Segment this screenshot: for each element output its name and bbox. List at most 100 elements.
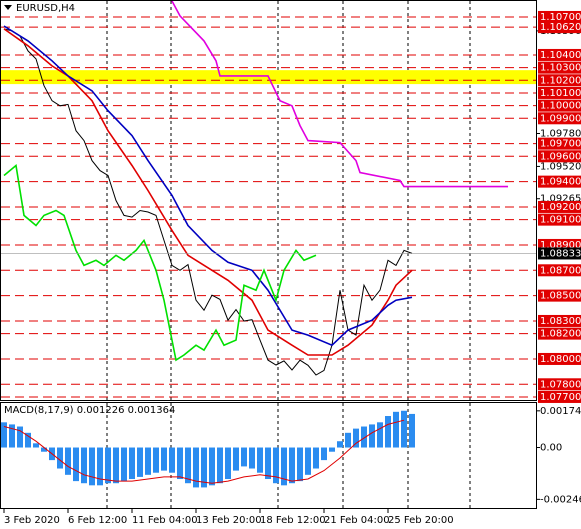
- level-box: [538, 21, 581, 34]
- price-line: [3, 25, 413, 347]
- histogram-bar: [401, 410, 407, 448]
- level-label: 1.08200: [540, 329, 581, 340]
- level-box: [538, 74, 581, 87]
- histogram-bar: [281, 447, 287, 486]
- level-label: 1.10200: [540, 75, 581, 86]
- histogram-bar: [201, 447, 207, 488]
- chart-title: EURUSD,H4: [16, 3, 75, 14]
- histogram-bar: [41, 447, 47, 452]
- y-tick-label: 1.09520: [540, 161, 581, 172]
- level-label: 1.09600: [540, 151, 581, 162]
- histogram-bar: [321, 447, 327, 461]
- level-box: [538, 213, 581, 226]
- x-tick-label: 21 Feb 04:00: [324, 515, 390, 526]
- level-box: [538, 378, 581, 391]
- level-label: 1.08500: [540, 291, 581, 302]
- histogram-bar: [289, 447, 295, 484]
- level-label: 1.09700: [540, 139, 581, 150]
- level-box: [538, 112, 581, 125]
- level-label: 1.08900: [540, 240, 581, 251]
- histogram-bar: [33, 443, 39, 448]
- histogram-bar: [337, 441, 343, 448]
- x-tick-label: 25 Feb 20:00: [388, 515, 454, 526]
- histogram-bar: [241, 447, 247, 467]
- x-tick-label: 13 Feb 20:00: [196, 515, 262, 526]
- histogram-bar: [297, 447, 303, 482]
- histogram-bar: [81, 447, 87, 484]
- last-price-box: [538, 247, 581, 260]
- histogram-bar: [273, 447, 279, 484]
- level-label: 1.09200: [540, 202, 581, 213]
- histogram-bar: [265, 447, 271, 480]
- histogram-bar: [17, 426, 23, 448]
- histogram-bar: [65, 447, 71, 475]
- histogram-bar: [249, 447, 255, 469]
- level-label: 1.09100: [540, 215, 581, 226]
- histogram-bar: [409, 413, 415, 448]
- histogram-bar: [121, 447, 127, 482]
- level-box: [538, 175, 581, 188]
- histogram-bar: [9, 424, 15, 448]
- histogram-bar: [97, 447, 103, 486]
- main-frame: [0, 0, 537, 401]
- level-label: 1.08000: [540, 354, 581, 365]
- histogram-bar: [145, 447, 151, 475]
- level-box: [538, 48, 581, 61]
- histogram-bar: [361, 426, 367, 448]
- histogram-bar: [225, 447, 231, 480]
- level-label: 1.10100: [540, 88, 581, 99]
- histogram-bar: [345, 432, 351, 448]
- histogram-bar: [105, 447, 111, 484]
- y-tick-label: -0.002468: [540, 494, 581, 505]
- level-label: 1.09900: [540, 113, 581, 124]
- level-label: 1.09400: [540, 177, 581, 188]
- histogram-bar: [113, 447, 119, 484]
- histogram-bar: [209, 447, 215, 486]
- histogram-bar: [329, 447, 335, 452]
- y-tick-label: 1.09780: [540, 128, 581, 139]
- y-tick-label: 0.001747: [540, 406, 581, 417]
- level-box: [538, 352, 581, 365]
- histogram-bar: [1, 422, 7, 448]
- histogram-bar: [169, 447, 175, 473]
- price-line: [171, 0, 508, 188]
- histogram-bar: [177, 447, 183, 480]
- level-label: 1.10700: [540, 12, 581, 23]
- level-box: [538, 289, 581, 302]
- level-label: 1.07800: [540, 379, 581, 390]
- histogram-bar: [257, 447, 263, 473]
- price-line: [3, 163, 317, 362]
- histogram-bar: [25, 432, 31, 448]
- histogram-bar: [89, 447, 95, 486]
- histogram-bar: [377, 422, 383, 448]
- histogram-bar: [393, 411, 399, 448]
- macd-title: MACD(8,17,9) 0.001226 0.001364: [4, 405, 175, 416]
- level-box: [538, 327, 581, 340]
- level-box: [538, 10, 581, 23]
- level-label: 1.08700: [540, 265, 581, 276]
- histogram-bar: [57, 447, 63, 469]
- x-tick-label: 11 Feb 04:00: [132, 515, 198, 526]
- level-box: [538, 264, 581, 277]
- level-label: 1.10620: [540, 22, 581, 33]
- histogram-bar: [353, 428, 359, 448]
- level-box: [538, 86, 581, 99]
- level-label: 1.07700: [540, 392, 581, 403]
- histogram-bar: [153, 447, 159, 473]
- level-box: [538, 314, 581, 327]
- menu-triangle: [4, 5, 12, 10]
- histogram-bar: [73, 447, 79, 482]
- histogram-bar: [137, 447, 143, 477]
- signal-line: [3, 419, 405, 484]
- level-label: 1.10400: [540, 50, 581, 61]
- price-line: [3, 28, 413, 356]
- histogram-bar: [217, 447, 223, 484]
- histogram-bar: [193, 447, 199, 488]
- level-label: 1.08300: [540, 316, 581, 327]
- level-label: 1.10300: [540, 63, 581, 74]
- histogram-bar: [233, 447, 239, 471]
- last-price-label: 1.08833: [540, 248, 581, 259]
